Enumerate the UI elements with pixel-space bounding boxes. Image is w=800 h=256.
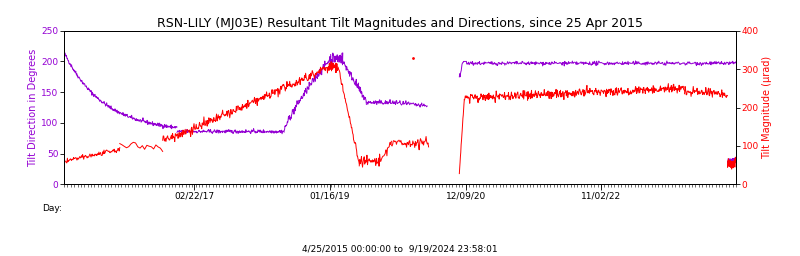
Y-axis label: Tilt Direction in Degrees: Tilt Direction in Degrees (29, 48, 38, 167)
Text: 4/25/2015 00:00:00 to  9/19/2024 23:58:01: 4/25/2015 00:00:00 to 9/19/2024 23:58:01 (302, 244, 498, 253)
Y-axis label: Tilt Magnitude (μrad): Tilt Magnitude (μrad) (762, 56, 771, 159)
Title: RSN-LILY (MJ03E) Resultant Tilt Magnitudes and Directions, since 25 Apr 2015: RSN-LILY (MJ03E) Resultant Tilt Magnitud… (157, 17, 643, 29)
Text: Day:: Day: (42, 204, 62, 213)
